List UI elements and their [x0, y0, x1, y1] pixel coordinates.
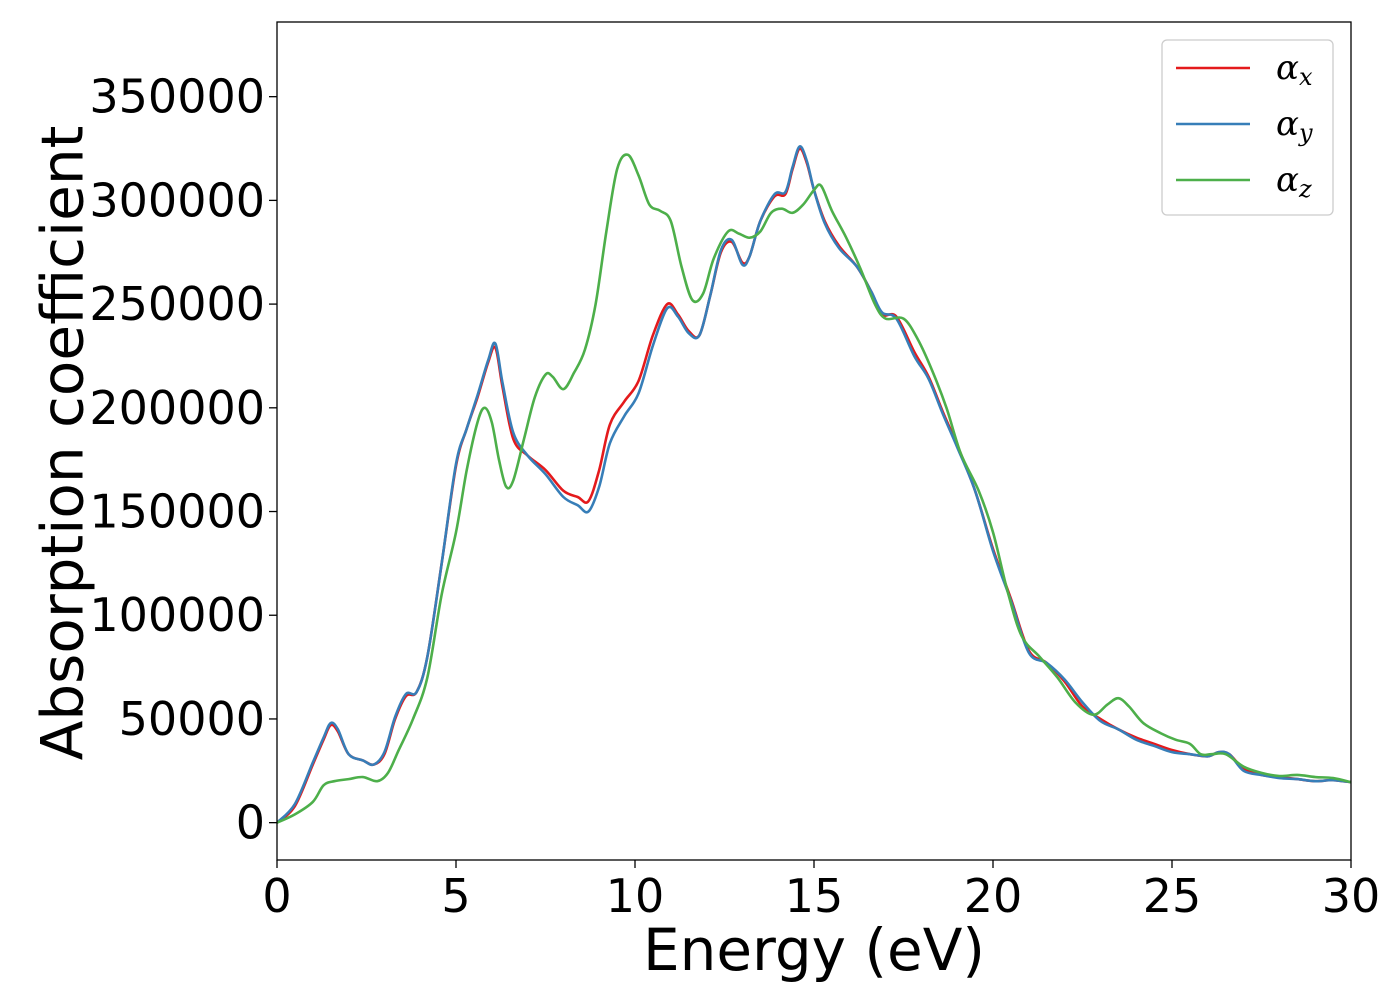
x-tick-label: 10 [606, 869, 665, 923]
x-tick-label: 30 [1322, 869, 1381, 923]
plot-area [277, 145, 1351, 824]
y-tick-label: 100000 [89, 588, 265, 642]
x-tick-label: 25 [1143, 869, 1202, 923]
y-tick-label: 150000 [89, 485, 265, 539]
y-tick-label: 50000 [119, 692, 265, 746]
y-tick-label: 200000 [89, 381, 265, 435]
y-axis: 0 50000 100000 150000 200000 250000 300000 3500… [89, 70, 277, 850]
x-tick-label: 0 [262, 869, 291, 923]
series-line-x [277, 147, 1351, 824]
y-axis-title: Absorption coefficient [28, 126, 96, 761]
legend-label-y: αy [1276, 104, 1313, 147]
legend-box [1161, 39, 1334, 216]
x-axis-title: Energy (eV) [643, 916, 985, 984]
y-tick-label: 0 [236, 796, 265, 850]
x-tick-label: 20 [964, 869, 1023, 923]
legend-label-x: αx [1276, 48, 1313, 91]
x-tick-label: 5 [441, 869, 470, 923]
y-tick-label: 350000 [89, 70, 265, 124]
legend-label-z: αz [1276, 160, 1312, 203]
y-tick-label: 250000 [89, 277, 265, 331]
x-tick-label: 15 [785, 869, 844, 923]
legend: αx αy αz [1161, 39, 1334, 216]
series-line-z [277, 153, 1351, 824]
y-tick-label: 300000 [89, 173, 265, 227]
series-line-y [277, 145, 1351, 824]
x-axis: 0 5 10 15 20 25 30 [262, 860, 1380, 923]
